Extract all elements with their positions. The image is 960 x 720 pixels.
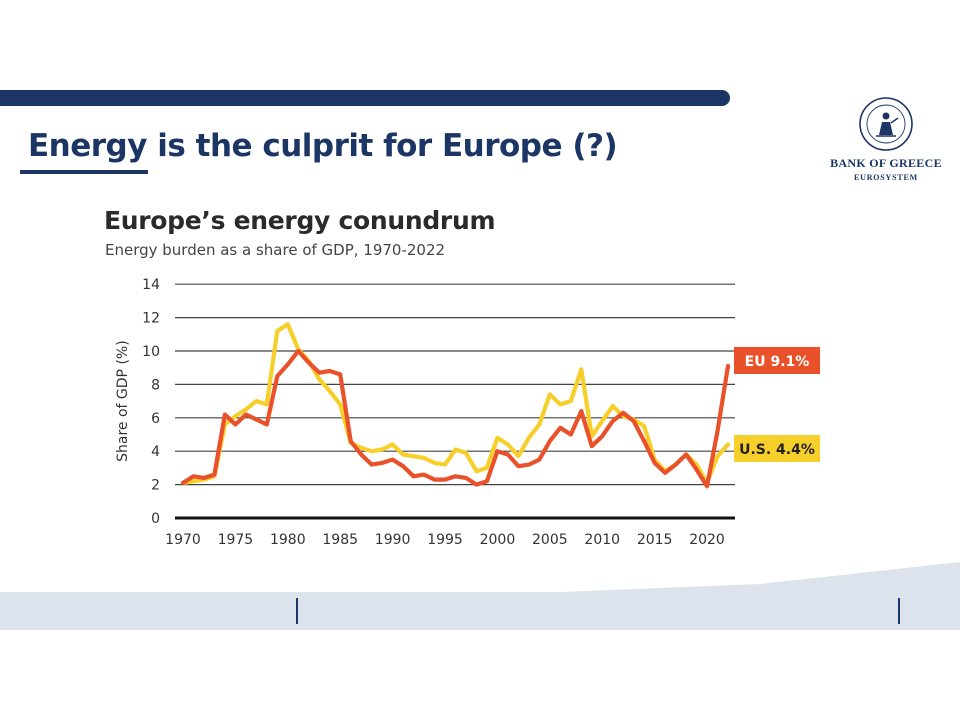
bank-logo: BANK OF GREECE EUROSYSTEM	[826, 96, 946, 182]
x-tick-label: 1990	[375, 532, 411, 548]
y-tick-label: 6	[151, 411, 160, 427]
x-tick-label: 1995	[427, 532, 463, 548]
x-tick-label: 2000	[480, 532, 516, 548]
y-tick-label: 4	[151, 444, 160, 460]
y-tick-label: 10	[142, 344, 160, 360]
slide-title: Energy is the culprit for Europe (?)	[28, 128, 618, 164]
y-tick-label: 14	[142, 277, 160, 293]
x-tick-label: 2015	[637, 532, 673, 548]
x-tick-label: 2020	[689, 532, 725, 548]
end-label-box	[734, 347, 820, 374]
x-tick-label: 1985	[322, 532, 358, 548]
x-tick-label: 1980	[270, 532, 306, 548]
x-tick-label: 2005	[532, 532, 568, 548]
chart-subtitle: Energy burden as a share of GDP, 1970-20…	[105, 241, 446, 259]
y-tick-label: 12	[142, 311, 160, 327]
x-tick-label: 1970	[165, 532, 201, 548]
series-line-eu	[180, 348, 731, 489]
title-underline	[20, 170, 148, 174]
footer-divider-right	[898, 598, 900, 624]
x-tick-label: 2010	[584, 532, 620, 548]
y-tick-label: 8	[151, 377, 160, 393]
y-tick-label: 0	[151, 511, 160, 527]
x-tick-label: 1975	[218, 532, 254, 548]
y-tick-label: 2	[151, 478, 160, 494]
end-label-box	[734, 435, 820, 462]
series-line-us	[180, 322, 731, 485]
bank-subtitle: EUROSYSTEM	[853, 173, 918, 182]
end-label-text: EU 9.1%	[745, 354, 810, 370]
end-label-text: U.S. 4.4%	[739, 442, 815, 458]
header-bar	[0, 90, 730, 106]
bank-seal-icon	[859, 97, 913, 151]
bank-name: BANK OF GREECE	[830, 156, 942, 170]
footer-divider-left	[296, 598, 298, 624]
y-axis-label: Share of GDP (%)	[115, 340, 131, 462]
chart-title: Europe’s energy conundrum	[104, 206, 496, 235]
